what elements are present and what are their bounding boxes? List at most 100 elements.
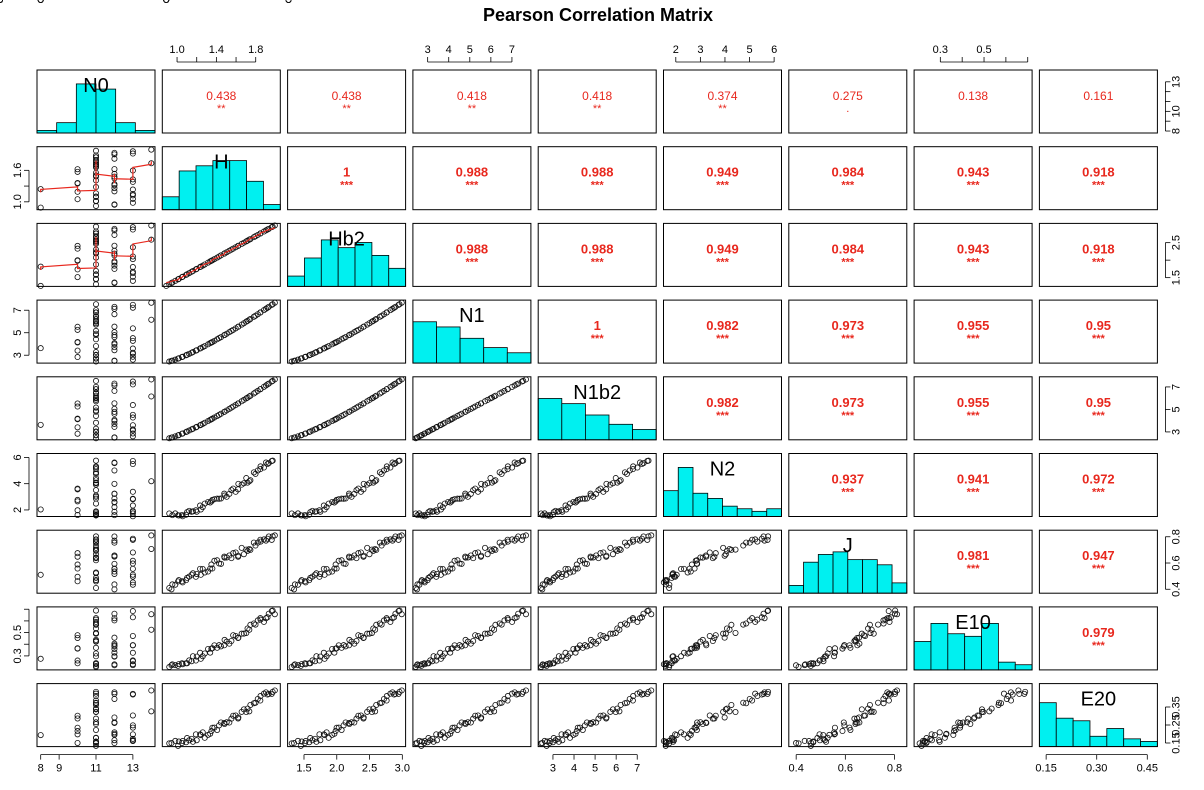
- scatter-point: [317, 737, 324, 744]
- histogram-bar: [1089, 735, 1108, 748]
- tick-label: 6: [771, 44, 777, 56]
- scatter-point: [894, 611, 901, 618]
- scatter-point: [111, 695, 118, 702]
- histogram-bar: [1140, 741, 1158, 747]
- scatter-point: [673, 655, 680, 662]
- scatter-point: [448, 728, 455, 735]
- scatter-point: [541, 581, 548, 588]
- scatter-point: [111, 151, 118, 158]
- scatter-point: [74, 257, 81, 264]
- scatter-point: [492, 546, 499, 553]
- scatter-point: [565, 504, 572, 511]
- scatter-point: [285, 0, 292, 3]
- panel-H-N1b2: 0.988***: [537, 146, 657, 211]
- panel-frame: [287, 299, 407, 364]
- scatter-point: [93, 577, 100, 584]
- scatter-point: [711, 715, 718, 722]
- histogram-bar: [1014, 664, 1033, 671]
- scatter-point: [93, 197, 100, 204]
- significance-stars: ***: [716, 333, 730, 345]
- scatter-point: [111, 405, 118, 412]
- scatter-point: [923, 739, 930, 746]
- scatter-point: [74, 632, 81, 639]
- scatter-point: [454, 557, 461, 564]
- scatter-point: [454, 495, 461, 502]
- scatter-point: [74, 657, 81, 664]
- correlation-value: 0.947: [1082, 548, 1115, 563]
- panel-N1-N1b2: 1***: [537, 299, 657, 364]
- significance-stars: .: [846, 103, 849, 115]
- variable-label: N1b2: [573, 382, 621, 404]
- scatter-point: [93, 330, 100, 337]
- scatter-point: [372, 708, 379, 715]
- histogram-bar: [608, 423, 634, 441]
- scatter-point: [570, 568, 577, 575]
- scatter-point: [732, 629, 739, 636]
- scatter-point: [93, 638, 100, 645]
- panel-J-N1b2: [0, 0, 657, 594]
- scatter-point: [467, 490, 474, 497]
- scatter-point: [246, 708, 253, 715]
- panel-E20-E10: [0, 0, 1033, 749]
- scatter-point: [294, 581, 301, 588]
- scatter-point: [918, 742, 925, 749]
- scatter-point: [892, 688, 899, 695]
- scatter-point: [93, 152, 100, 159]
- scatter-point: [294, 737, 301, 744]
- panel-N0-N1: 0.418**: [412, 69, 532, 134]
- scatter-point: [522, 687, 529, 694]
- panel-frame: [36, 376, 156, 441]
- scatter-point: [921, 738, 928, 745]
- tick-label: 4: [446, 44, 452, 56]
- scatter-point: [74, 326, 81, 333]
- scatter-point: [317, 570, 324, 577]
- scatter-point: [638, 461, 645, 468]
- scatter-point: [129, 690, 136, 697]
- panel-N0-N0: N0: [36, 69, 156, 134]
- panel-H-H: H: [161, 146, 281, 211]
- tick-label: 2.5: [1170, 235, 1182, 250]
- scatter-point: [93, 479, 100, 486]
- scatter-point: [355, 550, 362, 557]
- scatter-point: [129, 186, 136, 193]
- scatter-point: [487, 709, 494, 716]
- scatter-point: [389, 382, 396, 389]
- scatter-point: [697, 638, 704, 645]
- scatter-point: [298, 661, 305, 668]
- scatter-point: [721, 714, 728, 721]
- scatter-point: [74, 179, 81, 186]
- scatter-point: [93, 495, 100, 502]
- scatter-point: [111, 340, 118, 347]
- tick-label: 11: [90, 763, 101, 775]
- scatter-point: [93, 464, 100, 471]
- scatter-point: [928, 737, 935, 744]
- correlation-value: 0.949: [706, 165, 739, 180]
- scatter-point: [373, 477, 380, 484]
- scatter-point: [257, 466, 264, 473]
- scatter-point: [93, 618, 100, 625]
- scatter-point: [693, 722, 700, 729]
- scatter-point: [129, 488, 136, 495]
- panel-frame: [537, 69, 657, 134]
- scatter-point: [520, 688, 527, 695]
- scatter-point: [325, 569, 332, 576]
- scatter-point: [752, 618, 759, 625]
- panel-N1-N1: N1: [412, 299, 532, 364]
- scatter-point: [866, 701, 873, 708]
- panel-frame: [36, 222, 156, 287]
- scatter-point: [309, 657, 316, 664]
- scatter-point: [183, 271, 190, 278]
- scatter-point: [612, 709, 619, 716]
- scatter-point: [74, 323, 81, 330]
- scatter-point: [271, 611, 278, 618]
- scatter-point: [189, 738, 196, 745]
- scatter-point: [398, 687, 405, 694]
- scatter-point: [626, 695, 633, 702]
- significance-stars: ***: [1092, 333, 1106, 345]
- scatter-point: [478, 634, 485, 641]
- scatter-point: [396, 457, 403, 464]
- scatter-point: [332, 561, 339, 568]
- scatter-point: [264, 381, 271, 388]
- scatter-point: [111, 533, 118, 540]
- scatter-point: [509, 618, 516, 625]
